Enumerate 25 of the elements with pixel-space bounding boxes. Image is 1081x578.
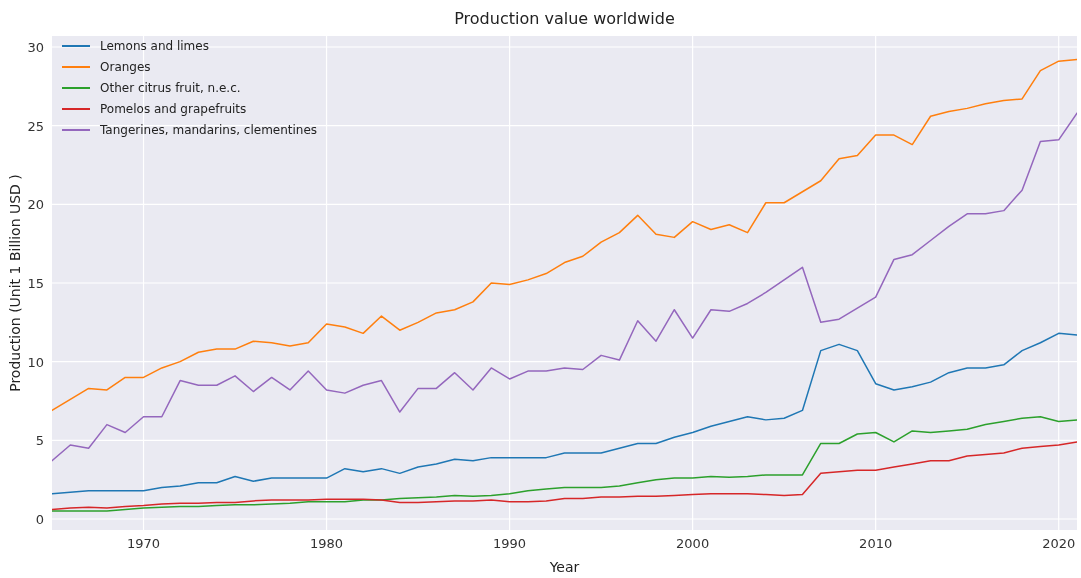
- legend-label: Tangerines, mandarins, clementines: [99, 123, 318, 137]
- x-tick-label: 2020: [1042, 536, 1076, 551]
- x-tick-label: 1980: [310, 536, 344, 551]
- x-tick-label: 2000: [676, 536, 710, 551]
- x-tick-label: 1990: [493, 536, 527, 551]
- line-series: [52, 58, 1077, 412]
- y-tick-label: 10: [27, 354, 44, 370]
- legend-label: Other citrus fruit, n.e.c.: [100, 81, 241, 95]
- x-tick-label: 2010: [859, 536, 893, 551]
- y-tick-label: 30: [27, 40, 44, 56]
- y-tick-label: 25: [27, 118, 44, 134]
- y-tick-label: 20: [27, 197, 44, 213]
- line-series: [52, 415, 1077, 512]
- y-tick-label: 5: [35, 433, 44, 449]
- y-tick-label: 0: [35, 511, 44, 527]
- line-series: [52, 441, 1077, 511]
- line-series: [52, 332, 1077, 495]
- y-tick-label: 15: [27, 276, 44, 291]
- y-axis-title: Production (Unit 1 Billion USD ): [7, 174, 23, 392]
- x-tick-label: 1970: [126, 536, 161, 551]
- legend-label: Oranges: [100, 60, 151, 74]
- chart-title: Production value worldwide: [454, 9, 675, 28]
- x-axis-title: Year: [548, 559, 580, 575]
- legend-label: Pomelos and grapefruits: [100, 102, 247, 116]
- legend-label: Lemons and limes: [100, 39, 209, 53]
